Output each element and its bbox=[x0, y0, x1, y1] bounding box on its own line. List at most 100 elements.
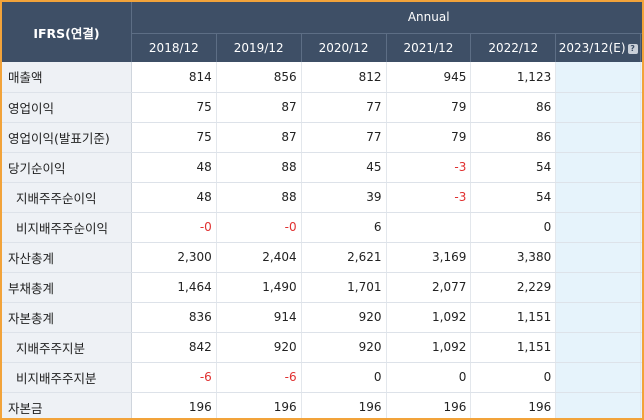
value-cell: 196 bbox=[386, 392, 472, 418]
row-label[interactable]: 부채총계 bbox=[2, 272, 132, 303]
value-cell: 48 bbox=[131, 182, 217, 213]
value-cell: 1,151 bbox=[470, 332, 557, 363]
table-row: 부채총계 1,464 1,490 1,701 2,077 2,229 bbox=[2, 272, 642, 303]
table-row: 당기순이익 48 88 45 -3 54 bbox=[2, 152, 642, 183]
value-cell: 6 bbox=[301, 212, 387, 243]
value-cell: 1,464 bbox=[131, 272, 217, 303]
year-header-5: 2023/12(E)? bbox=[555, 32, 641, 62]
value-cell: 920 bbox=[301, 302, 387, 333]
value-cell: 196 bbox=[470, 392, 557, 418]
value-cell: 856 bbox=[216, 62, 302, 93]
value-cell: -6 bbox=[216, 362, 302, 393]
value-cell bbox=[640, 92, 642, 123]
value-cell: 87 bbox=[216, 122, 302, 153]
value-cell: -0 bbox=[216, 212, 302, 243]
value-cell bbox=[640, 152, 642, 183]
value-cell bbox=[555, 272, 642, 303]
value-cell: 75 bbox=[131, 92, 217, 123]
year-header-0: 2018/12 bbox=[130, 32, 217, 62]
value-cell: 2,229 bbox=[470, 272, 557, 303]
year-header-6: 2024/12(E) bbox=[640, 32, 642, 62]
value-cell: 920 bbox=[301, 332, 387, 363]
row-label[interactable]: 매출액 bbox=[2, 62, 132, 93]
row-label[interactable]: 자산총계 bbox=[2, 242, 132, 273]
table-row: 지배주주지분 842 920 920 1,092 1,151 bbox=[2, 332, 642, 363]
value-cell bbox=[555, 212, 642, 243]
row-label[interactable]: 영업이익(발표기준) bbox=[2, 122, 132, 153]
value-cell: 920 bbox=[216, 332, 302, 363]
value-cell: 1,092 bbox=[386, 332, 472, 363]
value-cell bbox=[640, 272, 642, 303]
value-cell: 1,092 bbox=[386, 302, 472, 333]
row-label[interactable]: 비지배주주지분 bbox=[2, 362, 132, 393]
value-cell: 88 bbox=[216, 182, 302, 213]
value-cell: 0 bbox=[386, 362, 472, 393]
value-cell: 77 bbox=[301, 92, 387, 123]
value-cell: 77 bbox=[301, 122, 387, 153]
row-label[interactable]: 영업이익 bbox=[2, 92, 132, 123]
value-cell: 1,701 bbox=[301, 272, 387, 303]
year-label: 2019/12 bbox=[233, 40, 284, 55]
value-cell bbox=[555, 392, 642, 418]
value-cell: 87 bbox=[216, 92, 302, 123]
value-cell bbox=[640, 302, 642, 333]
value-cell: 836 bbox=[131, 302, 217, 333]
row-label[interactable]: 자본금 bbox=[2, 392, 132, 418]
value-cell: -3 bbox=[386, 182, 472, 213]
table-row: 비지배주주순이익 -0 -0 6 0 bbox=[2, 212, 642, 243]
value-cell bbox=[640, 392, 642, 418]
value-cell: 945 bbox=[386, 62, 472, 93]
value-cell: 75 bbox=[131, 122, 217, 153]
value-cell: 196 bbox=[131, 392, 217, 418]
table-row: 매출액 814 856 812 945 1,123 bbox=[2, 62, 642, 93]
value-cell bbox=[640, 122, 642, 153]
table-row: 자본금 196 196 196 196 196 bbox=[2, 392, 642, 418]
row-label[interactable]: 비지배주주순이익 bbox=[2, 212, 132, 243]
value-cell: 86 bbox=[470, 92, 557, 123]
value-cell: 54 bbox=[470, 182, 557, 213]
value-cell: 842 bbox=[131, 332, 217, 363]
value-cell: -0 bbox=[131, 212, 217, 243]
value-cell bbox=[555, 62, 642, 93]
table-row: 비지배주주지분 -6 -6 0 0 0 bbox=[2, 362, 642, 393]
row-label[interactable]: 당기순이익 bbox=[2, 152, 132, 183]
value-cell: 3,169 bbox=[386, 242, 472, 273]
value-cell: -3 bbox=[386, 152, 472, 183]
table-row: 영업이익(발표기준) 75 87 77 79 86 bbox=[2, 122, 642, 153]
row-label[interactable]: 지배주주순이익 bbox=[2, 182, 132, 213]
value-cell: 3,380 bbox=[470, 242, 557, 273]
value-cell bbox=[640, 212, 642, 243]
year-label: 2020/12 bbox=[318, 40, 369, 55]
value-cell: 914 bbox=[216, 302, 302, 333]
value-cell bbox=[640, 182, 642, 213]
value-cell bbox=[640, 242, 642, 273]
table-row: 영업이익 75 87 77 79 86 bbox=[2, 92, 642, 123]
year-label: 2018/12 bbox=[148, 40, 199, 55]
value-cell: 0 bbox=[470, 212, 557, 243]
value-cell: 48 bbox=[131, 152, 217, 183]
year-label: 2022/12 bbox=[488, 40, 539, 55]
value-cell: 1,490 bbox=[216, 272, 302, 303]
value-cell: 812 bbox=[301, 62, 387, 93]
value-cell: 814 bbox=[131, 62, 217, 93]
value-cell: 79 bbox=[386, 122, 472, 153]
value-cell: -6 bbox=[131, 362, 217, 393]
year-label: 2021/12 bbox=[403, 40, 454, 55]
row-label[interactable]: 자본총계 bbox=[2, 302, 132, 333]
help-icon[interactable]: ? bbox=[627, 43, 638, 54]
year-header-1: 2019/12 bbox=[215, 32, 302, 62]
ifrs-header: IFRS(연결) bbox=[2, 2, 132, 62]
year-header-4: 2022/12 bbox=[470, 32, 556, 62]
value-cell: 0 bbox=[470, 362, 557, 393]
table-row: 지배주주순이익 48 88 39 -3 54 bbox=[2, 182, 642, 213]
value-cell: 2,077 bbox=[386, 272, 472, 303]
value-cell: 39 bbox=[301, 182, 387, 213]
value-cell bbox=[555, 182, 642, 213]
value-cell bbox=[555, 302, 642, 333]
value-cell bbox=[555, 152, 642, 183]
year-header-2: 2020/12 bbox=[300, 32, 386, 62]
value-cell: 0 bbox=[301, 362, 387, 393]
value-cell: 196 bbox=[301, 392, 387, 418]
row-label[interactable]: 지배주주지분 bbox=[2, 332, 132, 363]
